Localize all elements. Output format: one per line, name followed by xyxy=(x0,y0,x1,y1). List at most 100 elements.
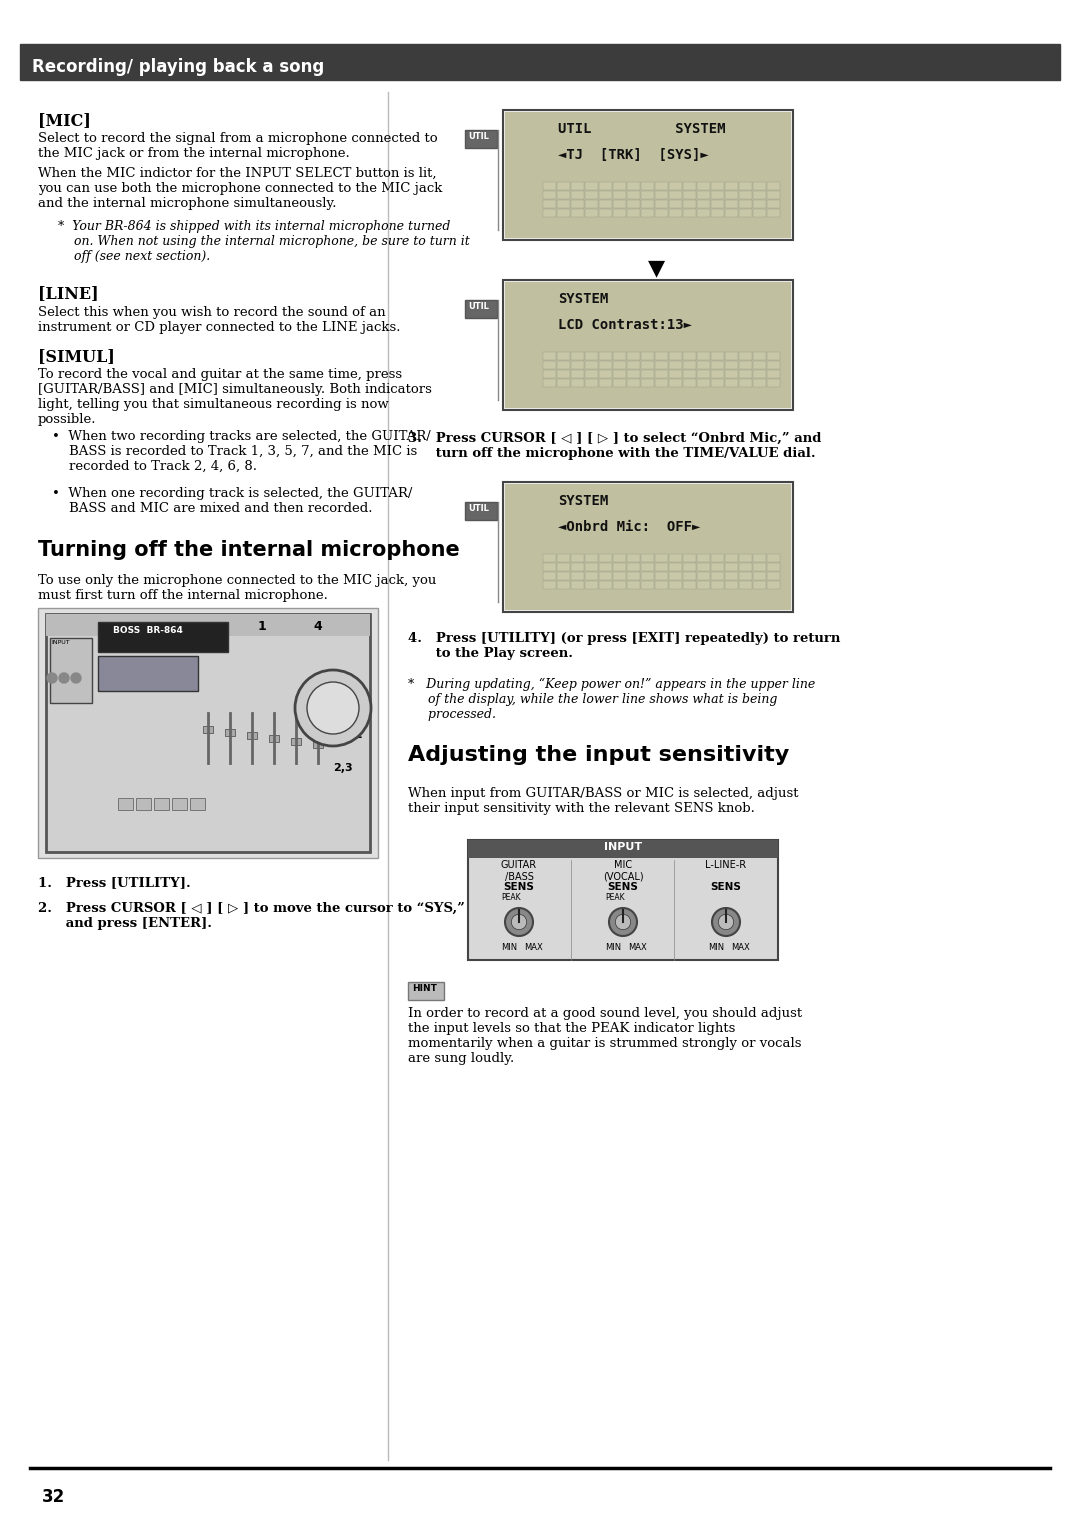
Bar xyxy=(247,732,257,740)
Bar xyxy=(669,361,681,368)
Text: When the MIC indictor for the INPUT SELECT button is lit,
you can use both the m: When the MIC indictor for the INPUT SELE… xyxy=(38,167,443,209)
Bar xyxy=(571,571,584,581)
Bar xyxy=(725,370,738,377)
Bar xyxy=(642,191,654,199)
Bar xyxy=(136,798,151,810)
Bar xyxy=(711,571,724,581)
Bar xyxy=(767,562,780,571)
Bar xyxy=(465,503,497,520)
Text: MIC
(VOCAL): MIC (VOCAL) xyxy=(603,860,644,882)
Bar xyxy=(557,351,570,361)
Bar xyxy=(613,555,626,562)
Bar xyxy=(711,581,724,588)
Bar xyxy=(753,361,766,368)
Bar xyxy=(725,571,738,581)
Bar xyxy=(613,361,626,368)
Bar xyxy=(118,798,133,810)
Bar xyxy=(98,622,228,652)
Bar xyxy=(711,361,724,368)
Bar xyxy=(599,351,612,361)
Text: MIN: MIN xyxy=(708,943,724,952)
Bar xyxy=(468,840,778,960)
Text: MIN: MIN xyxy=(501,943,517,952)
Bar xyxy=(711,191,724,199)
Bar xyxy=(753,571,766,581)
Bar xyxy=(627,209,640,217)
Bar xyxy=(599,562,612,571)
Bar xyxy=(503,481,793,613)
Bar xyxy=(739,182,752,189)
Bar xyxy=(585,351,598,361)
Bar xyxy=(739,571,752,581)
Text: When input from GUITAR/BASS or MIC is selected, adjust
their input sensitivity w: When input from GUITAR/BASS or MIC is se… xyxy=(408,787,798,814)
Bar xyxy=(669,182,681,189)
Bar xyxy=(21,44,1059,79)
Bar xyxy=(585,571,598,581)
Bar xyxy=(767,209,780,217)
Bar xyxy=(269,735,279,743)
Bar xyxy=(697,370,710,377)
Bar xyxy=(613,191,626,199)
Bar xyxy=(599,379,612,387)
Text: 1: 1 xyxy=(258,620,267,633)
Bar xyxy=(642,182,654,189)
Bar xyxy=(613,182,626,189)
Bar xyxy=(739,361,752,368)
Bar xyxy=(627,191,640,199)
Bar xyxy=(725,351,738,361)
Bar xyxy=(683,351,696,361)
Bar xyxy=(725,200,738,208)
Bar xyxy=(642,571,654,581)
Bar xyxy=(613,209,626,217)
Text: To record the vocal and guitar at the same time, press
[GUITAR/BASS] and [MIC] s: To record the vocal and guitar at the sa… xyxy=(38,368,432,426)
Bar xyxy=(767,370,780,377)
Bar xyxy=(683,562,696,571)
Bar xyxy=(627,562,640,571)
Bar xyxy=(669,555,681,562)
Text: UTIL: UTIL xyxy=(468,303,489,312)
Text: SYSTEM: SYSTEM xyxy=(558,292,608,306)
Bar xyxy=(50,639,92,703)
Bar xyxy=(683,182,696,189)
Bar xyxy=(627,555,640,562)
Bar xyxy=(613,562,626,571)
Circle shape xyxy=(295,669,372,746)
Bar xyxy=(557,562,570,571)
Bar xyxy=(669,191,681,199)
Bar xyxy=(571,379,584,387)
Bar xyxy=(697,562,710,571)
Bar xyxy=(669,581,681,588)
Bar xyxy=(654,562,669,571)
Bar xyxy=(669,200,681,208)
Bar xyxy=(571,370,584,377)
Bar xyxy=(739,555,752,562)
Bar xyxy=(767,191,780,199)
Bar xyxy=(571,562,584,571)
Bar xyxy=(585,361,598,368)
Bar xyxy=(543,379,556,387)
Bar xyxy=(503,280,793,410)
Bar xyxy=(739,379,752,387)
Bar xyxy=(654,191,669,199)
Text: •  When two recording tracks are selected, the GUITAR/
    BASS is recorded to T: • When two recording tracks are selected… xyxy=(52,429,431,474)
Bar xyxy=(599,182,612,189)
Bar xyxy=(654,182,669,189)
Text: [LINE]: [LINE] xyxy=(38,286,98,303)
Bar xyxy=(557,182,570,189)
Bar xyxy=(725,182,738,189)
Text: 3.   Press CURSOR [ ◁ ] [ ▷ ] to select “Onbrd Mic,” and
      turn off the micr: 3. Press CURSOR [ ◁ ] [ ▷ ] to select “O… xyxy=(408,432,822,460)
Bar xyxy=(543,351,556,361)
Bar xyxy=(654,351,669,361)
Text: ▼: ▼ xyxy=(648,258,665,278)
Text: 2,3: 2,3 xyxy=(333,762,353,773)
Text: ◄Onbrd Mic:  OFF►: ◄Onbrd Mic: OFF► xyxy=(558,520,700,533)
Text: 1.   Press [UTILITY].: 1. Press [UTILITY]. xyxy=(38,876,191,889)
Bar xyxy=(599,200,612,208)
Bar xyxy=(767,351,780,361)
Bar xyxy=(642,562,654,571)
Bar xyxy=(739,370,752,377)
Text: In order to record at a good sound level, you should adjust
the input levels so : In order to record at a good sound level… xyxy=(408,1007,802,1065)
Bar xyxy=(585,555,598,562)
Bar xyxy=(46,614,370,853)
Bar xyxy=(753,200,766,208)
